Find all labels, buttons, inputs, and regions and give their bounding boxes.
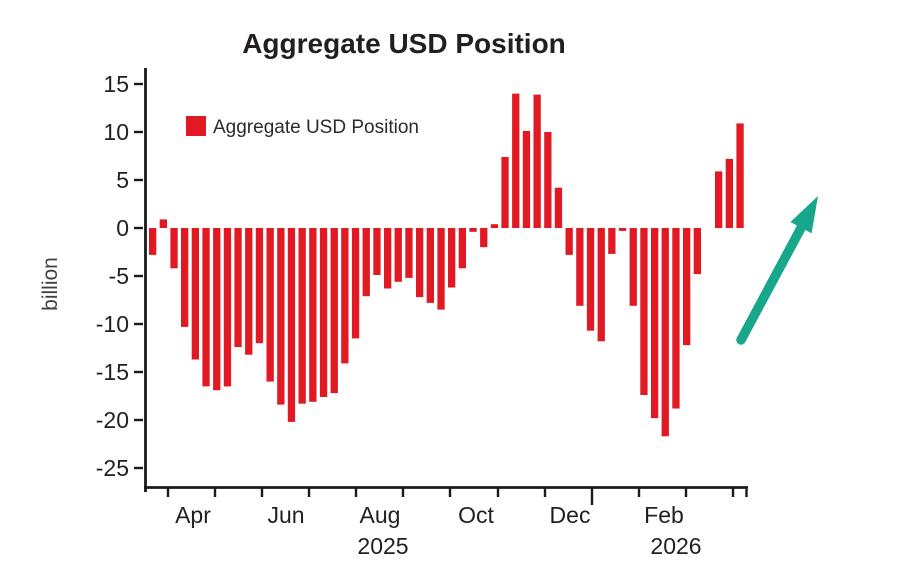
- y-tick-label: -25: [96, 455, 129, 481]
- bar: [373, 228, 381, 275]
- legend-swatch: [186, 116, 206, 136]
- bar: [597, 228, 605, 342]
- bar: [661, 228, 669, 437]
- y-tick-label: 5: [116, 167, 129, 193]
- y-tick-label: -20: [96, 407, 129, 433]
- bar: [629, 228, 637, 306]
- bar: [683, 228, 691, 346]
- bar: [448, 228, 456, 288]
- y-axis-label: billion: [39, 257, 62, 311]
- bar: [384, 228, 392, 289]
- bar: [501, 157, 509, 228]
- bar: [640, 228, 648, 395]
- chart-title: Aggregate USD Position: [242, 28, 566, 59]
- x-month-label: Aug: [360, 502, 401, 528]
- y-tick-label: 15: [103, 71, 129, 97]
- bar: [586, 228, 595, 331]
- bar: [715, 171, 723, 228]
- bar: [576, 228, 584, 306]
- bar: [437, 228, 445, 310]
- bar: [202, 228, 210, 387]
- bar: [416, 228, 424, 298]
- bar: [490, 224, 499, 228]
- trend-arrow-head: [790, 196, 818, 234]
- x-year-label: 2025: [357, 533, 408, 559]
- bar: [266, 228, 274, 382]
- bar: [469, 228, 477, 232]
- legend: Aggregate USD Position: [186, 116, 419, 138]
- bar: [223, 228, 232, 387]
- bar: [672, 228, 680, 409]
- bar-series: [149, 93, 744, 437]
- bar: [651, 228, 659, 419]
- bar: [725, 158, 733, 228]
- bar: [159, 219, 167, 228]
- bar: [309, 228, 317, 402]
- bar: [319, 228, 328, 397]
- bar: [170, 228, 178, 269]
- bar: [480, 228, 488, 248]
- bar: [330, 228, 338, 394]
- x-axis-ticks: Apr Jun Aug Oct Dec Feb 2025 2026: [166, 487, 735, 559]
- x-month-label: Apr: [175, 502, 211, 528]
- y-tick-label: 0: [116, 215, 129, 241]
- bar: [608, 228, 616, 254]
- bar: [522, 131, 531, 228]
- y-tick-label: -10: [96, 311, 129, 337]
- bar: [618, 228, 627, 231]
- bar: [362, 228, 370, 297]
- bar: [255, 228, 264, 344]
- bar: [693, 228, 701, 275]
- y-tick-label: 10: [103, 119, 129, 145]
- x-month-label: Feb: [644, 502, 684, 528]
- bar: [298, 228, 306, 404]
- bar: [287, 228, 296, 422]
- trend-arrow: [736, 196, 818, 345]
- bar: [213, 228, 221, 391]
- bar: [512, 93, 520, 228]
- bar: [181, 228, 189, 327]
- bar: [736, 123, 744, 228]
- bar: [458, 228, 466, 269]
- bar: [245, 228, 253, 355]
- bar: [565, 228, 573, 255]
- bar: [426, 228, 434, 303]
- trend-arrow-shaft: [736, 223, 806, 345]
- y-axis-ticks: 15 10 5 0 -5 -10 -15 -20 -25: [96, 71, 143, 481]
- bar: [234, 228, 242, 347]
- bar: [544, 132, 552, 228]
- x-month-label: Oct: [458, 502, 494, 528]
- bar: [394, 228, 402, 282]
- bar: [191, 228, 199, 360]
- bar: [341, 228, 349, 364]
- bar: [149, 228, 157, 255]
- legend-label: Aggregate USD Position: [213, 117, 419, 138]
- x-month-label: Jun: [267, 502, 304, 528]
- bar: [405, 228, 413, 278]
- bar: [554, 187, 563, 228]
- y-tick-label: -15: [96, 359, 129, 385]
- y-tick-label: -5: [109, 263, 129, 289]
- bar: [351, 228, 360, 339]
- x-month-label: Dec: [550, 502, 591, 528]
- bar: [533, 94, 541, 228]
- bar: [277, 228, 285, 405]
- x-year-label: 2026: [650, 533, 701, 559]
